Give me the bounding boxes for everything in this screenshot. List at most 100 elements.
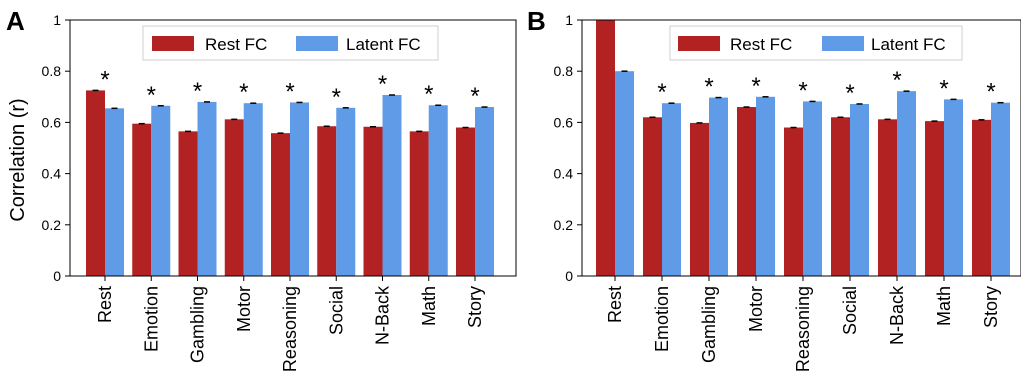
y-axis-ticks: 0 0.2 0.4 0.6 0.8 1 bbox=[42, 12, 70, 284]
x-tick-label: Social bbox=[840, 286, 860, 335]
y-tick-label: 0.2 bbox=[42, 217, 62, 233]
bar-latent-fc bbox=[151, 105, 171, 276]
x-tick-label: Math bbox=[934, 286, 954, 326]
bar-rest-fc bbox=[690, 122, 709, 276]
panel-a: A Correlation (r) 00.20.40.60.81 ** * * * * *… bbox=[6, 6, 517, 372]
legend: Rest FC Latent FC bbox=[142, 25, 439, 61]
y-tick-label: 1 bbox=[53, 12, 61, 28]
y-axis-ticks: 0 0.2 0.4 0.6 0.8 1 bbox=[554, 12, 582, 284]
significance-star: * bbox=[332, 84, 341, 111]
x-tick-label: Emotion bbox=[652, 286, 672, 352]
significance-star: * bbox=[239, 79, 248, 106]
x-tick-label: Motor bbox=[746, 286, 766, 332]
bar-rest-fc bbox=[178, 131, 198, 276]
x-tick-label: Gambling bbox=[188, 286, 208, 363]
y-tick-label: 0.6 bbox=[554, 114, 574, 130]
bar-rest-fc bbox=[271, 133, 290, 276]
significance-star: * bbox=[193, 78, 202, 105]
bar-latent-fc bbox=[290, 102, 309, 276]
y-tick-label: 1 bbox=[565, 12, 573, 28]
bar-rest-fc bbox=[224, 119, 244, 276]
bar-latent-fc bbox=[756, 96, 775, 276]
significance-star: * bbox=[939, 75, 948, 102]
significance-star: * bbox=[147, 82, 156, 109]
legend-label-rest-fc: Rest FC bbox=[730, 35, 792, 54]
significance-star: * bbox=[285, 78, 294, 105]
significance-markers: * * * * * * * * bbox=[657, 67, 995, 107]
bar-latent-fc bbox=[803, 101, 822, 277]
bar-rest-fc bbox=[317, 126, 337, 277]
bar-rest-fc bbox=[643, 117, 662, 276]
legend-label-rest-fc: Rest FC bbox=[205, 35, 267, 54]
x-tick-label: Rest bbox=[95, 286, 115, 323]
significance-star: * bbox=[470, 83, 479, 110]
y-tick-label: 0.2 bbox=[554, 217, 574, 233]
x-tick-label: Social bbox=[326, 286, 346, 335]
legend-swatch-latent-fc bbox=[296, 36, 338, 51]
y-tick-label: 0.4 bbox=[42, 166, 62, 182]
y-tick-label: 0.4 bbox=[554, 166, 574, 182]
bar-rest-fc bbox=[456, 127, 475, 277]
bar-latent-fc bbox=[428, 105, 448, 276]
legend: Rest FC Latent FC bbox=[669, 25, 963, 61]
bar-latent-fc bbox=[662, 103, 681, 276]
x-tick-label: Reasoning bbox=[793, 286, 813, 372]
x-tick-label: Rest bbox=[605, 286, 625, 323]
bar-rest-fc bbox=[784, 127, 803, 277]
bar-rest-fc bbox=[86, 90, 105, 277]
legend-label-latent-fc: Latent FC bbox=[346, 35, 421, 54]
bar-rest-fc bbox=[409, 131, 429, 276]
panel-b-label: B bbox=[527, 6, 546, 36]
x-tick-label: Gambling bbox=[699, 286, 719, 363]
significance-star: * bbox=[798, 77, 807, 104]
significance-star: * bbox=[751, 73, 760, 100]
x-tick-label: Emotion bbox=[141, 286, 161, 352]
significance-star: * bbox=[100, 66, 109, 93]
legend-swatch-rest-fc bbox=[152, 36, 194, 51]
y-tick-label: 0.8 bbox=[554, 63, 574, 79]
significance-star: * bbox=[986, 79, 995, 106]
bar-rest-fc bbox=[878, 119, 897, 276]
x-tick-label: Story bbox=[981, 286, 1001, 328]
bar-rest-fc bbox=[363, 126, 383, 276]
bar-latent-fc bbox=[243, 103, 263, 276]
bar-latent-fc bbox=[197, 101, 217, 276]
bar-latent-fc bbox=[105, 108, 124, 276]
significance-star: * bbox=[657, 79, 666, 106]
x-tick-label: Math bbox=[419, 286, 439, 326]
x-tick-label: Story bbox=[465, 286, 485, 328]
bar-latent-fc bbox=[850, 103, 869, 276]
bar-latent-fc bbox=[897, 91, 916, 276]
bar-latent-fc bbox=[991, 102, 1010, 276]
bar-rest-fc bbox=[596, 20, 615, 276]
bar-latent-fc bbox=[944, 99, 963, 276]
bar-latent-fc bbox=[336, 107, 356, 276]
panel-b: B 0 0.2 0.4 0.6 0.8 1 * * * * * * * * Rest Emotion Gam… bbox=[527, 6, 1021, 372]
y-axis-label: Correlation (r) bbox=[7, 98, 29, 221]
bar-group bbox=[86, 89, 494, 277]
y-tick-label: 0.8 bbox=[42, 63, 62, 79]
significance-star: * bbox=[704, 74, 713, 101]
plot-frame bbox=[581, 19, 1021, 277]
x-tick-label: N-Back bbox=[887, 285, 907, 345]
y-tick-label: 0 bbox=[53, 268, 61, 284]
y-tick-label: 0 bbox=[565, 268, 573, 284]
legend-swatch-rest-fc bbox=[678, 36, 720, 51]
bar-rest-fc bbox=[737, 107, 756, 276]
bar-latent-fc bbox=[709, 97, 728, 277]
legend-swatch-latent-fc bbox=[822, 36, 864, 51]
significance-markers: * * * * * * * * * bbox=[100, 66, 479, 110]
bar-latent-fc bbox=[382, 95, 402, 277]
significance-star: * bbox=[378, 71, 387, 98]
legend-label-latent-fc: Latent FC bbox=[871, 35, 946, 54]
x-tick-label: Motor bbox=[234, 286, 254, 332]
bar-rest-fc bbox=[925, 121, 944, 277]
significance-star: * bbox=[845, 80, 854, 107]
x-axis-labels: Rest Emotion Gambling Motor Reasoning Social N… bbox=[95, 276, 485, 372]
x-axis-labels: Rest Emotion Gambling Motor Reasoning Social N… bbox=[605, 276, 1001, 372]
bar-rest-fc bbox=[972, 119, 991, 276]
x-tick-label: N-Back bbox=[373, 285, 393, 345]
bar-latent-fc bbox=[615, 71, 634, 276]
plot-frame bbox=[69, 19, 517, 277]
